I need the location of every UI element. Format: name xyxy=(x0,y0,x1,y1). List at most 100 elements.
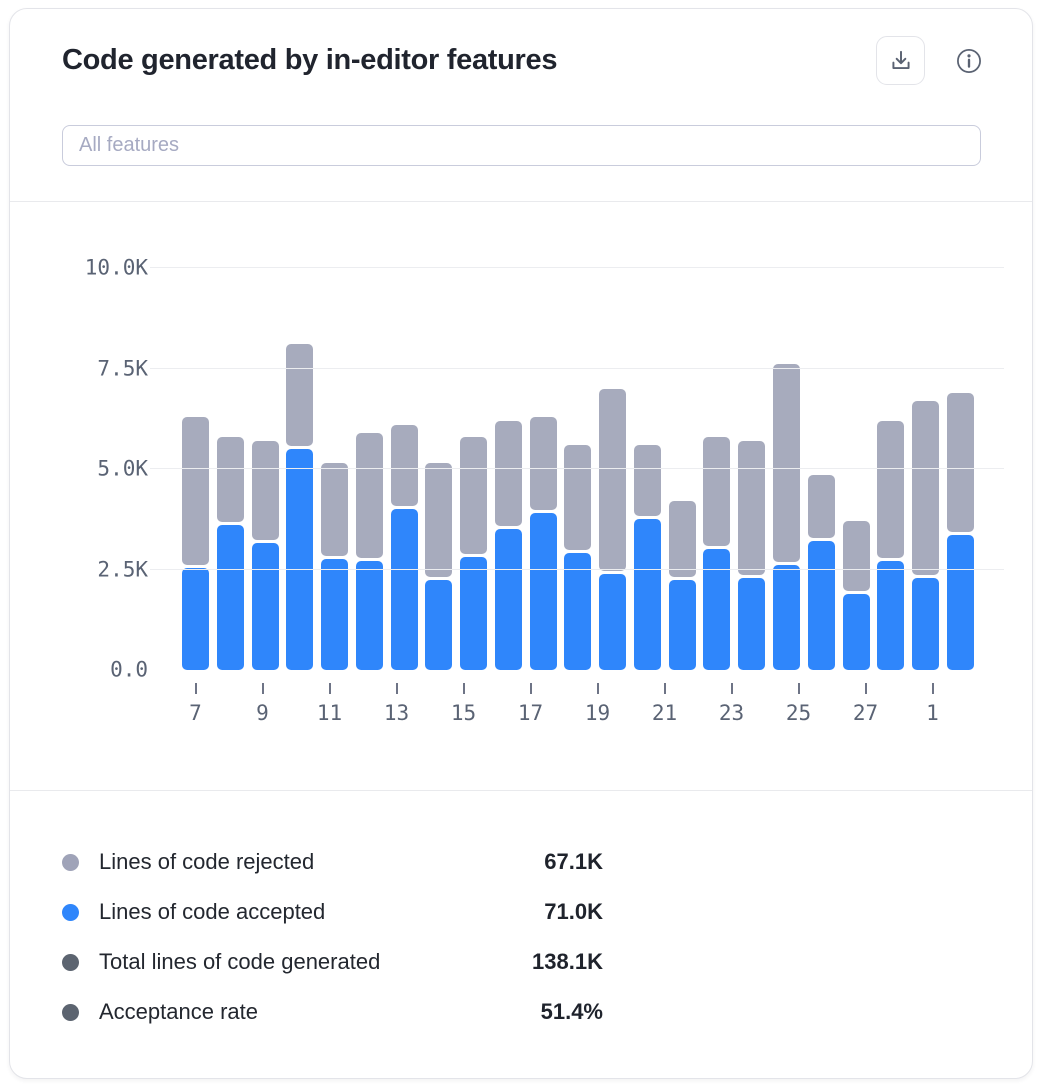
accepted-segment xyxy=(668,579,696,670)
x-tick-label: 15 xyxy=(450,701,477,725)
rejected-segment xyxy=(773,364,801,563)
legend-label: Lines of code accepted xyxy=(99,899,326,924)
bar-day-19[interactable] xyxy=(599,268,627,670)
bar-day-15[interactable] xyxy=(460,268,488,670)
x-slot-20 xyxy=(618,683,645,725)
rejected-segment xyxy=(529,416,557,511)
bar-day-9[interactable] xyxy=(251,268,279,670)
accepted-segment xyxy=(355,561,383,670)
x-slot-24 xyxy=(752,683,779,725)
plot-area xyxy=(150,267,1004,670)
x-tick-label: 21 xyxy=(651,701,678,725)
accepted-segment xyxy=(599,573,627,670)
x-tick xyxy=(730,683,733,694)
accepted-segment xyxy=(216,525,244,670)
bar-day-21[interactable] xyxy=(668,268,696,670)
bar-day-11[interactable] xyxy=(321,268,349,670)
bar-day-10[interactable] xyxy=(286,268,314,670)
accepted-segment xyxy=(703,549,731,670)
y-tick-label: 10.0K xyxy=(84,255,148,280)
y-tick-label: 5.0K xyxy=(97,456,148,481)
bar-day-28[interactable] xyxy=(912,268,940,670)
gridline-10.0K xyxy=(150,267,1004,268)
bar-day-1[interactable] xyxy=(946,268,974,670)
legend-item-acceptance_rate: Acceptance rate 51.4% xyxy=(62,987,603,1037)
bar-day-17[interactable] xyxy=(529,268,557,670)
legend-dot-accepted xyxy=(62,903,79,921)
bar-day-27[interactable] xyxy=(877,268,905,670)
bar-day-23[interactable] xyxy=(738,268,766,670)
bar-day-18[interactable] xyxy=(564,268,592,670)
bar-day-13[interactable] xyxy=(390,268,418,670)
x-slot-14 xyxy=(417,683,444,725)
x-tick xyxy=(931,683,934,694)
x-tick-label: 25 xyxy=(785,701,812,725)
x-slot-10 xyxy=(283,683,310,725)
rejected-segment xyxy=(564,444,592,551)
bar-chart: 0.0 2.5K 5.0K 7.5K 10.0K 7 9 11 13 15 17 19 21 23 25 2… xyxy=(10,202,1032,790)
x-tick-label: 9 xyxy=(256,701,269,725)
bar-day-14[interactable] xyxy=(425,268,453,670)
rejected-segment xyxy=(425,462,453,577)
info-icon xyxy=(957,48,981,73)
plot-row: 0.0 2.5K 5.0K 7.5K 10.0K xyxy=(10,257,1004,680)
bar-day-12[interactable] xyxy=(355,268,383,670)
rejected-segment xyxy=(738,440,766,575)
legend: Lines of code rejected 67.1K Lines of code… xyxy=(10,791,1032,1037)
bar-day-16[interactable] xyxy=(494,268,522,670)
bar-day-22[interactable] xyxy=(703,268,731,670)
bar-day-25[interactable] xyxy=(807,268,835,670)
accepted-segment xyxy=(877,561,905,670)
info-button[interactable] xyxy=(955,47,983,75)
divider-bottom xyxy=(10,790,1032,791)
x-slot-28 xyxy=(886,683,913,725)
bar-day-24[interactable] xyxy=(773,268,801,670)
y-tick-label: 0.0 xyxy=(110,657,148,682)
x-tick xyxy=(596,683,599,694)
rejected-segment xyxy=(668,501,696,577)
rejected-segment xyxy=(807,475,835,539)
bar-day-7[interactable] xyxy=(182,268,209,670)
x-slot-11: 11 xyxy=(316,683,343,725)
x-slot-21: 21 xyxy=(651,683,678,725)
x-slot-1: 1 xyxy=(919,683,946,725)
rejected-segment xyxy=(599,388,627,571)
accepted-segment xyxy=(564,553,592,670)
x-slot-7: 7 xyxy=(182,683,209,725)
accepted-segment xyxy=(912,577,940,670)
download-button[interactable] xyxy=(876,36,925,85)
y-tick-label: 2.5K xyxy=(97,557,148,581)
gridline-5.0K xyxy=(150,468,1004,469)
x-slot-9: 9 xyxy=(249,683,276,725)
accepted-segment xyxy=(251,543,279,670)
x-slot-8 xyxy=(216,683,243,725)
x-tick xyxy=(797,683,800,694)
x-tick xyxy=(529,683,532,694)
legend-label: Acceptance rate xyxy=(99,999,258,1024)
rejected-segment xyxy=(877,420,905,559)
rejected-segment xyxy=(355,432,383,559)
accepted-segment xyxy=(842,593,870,670)
rejected-segment xyxy=(912,400,940,575)
x-tick-label: 17 xyxy=(517,701,544,725)
bar-day-26[interactable] xyxy=(842,268,870,670)
rejected-segment xyxy=(286,344,314,446)
accepted-segment xyxy=(529,513,557,670)
x-tick-label: 19 xyxy=(584,701,611,725)
x-slot-27: 27 xyxy=(852,683,879,725)
bar-day-8[interactable] xyxy=(216,268,244,670)
chart-card: Code generated by in-editor features xyxy=(9,8,1033,1079)
x-tick xyxy=(663,683,666,694)
x-axis: 7 9 11 13 15 17 19 21 23 25 27 1 xyxy=(150,683,976,725)
features-filter-input[interactable] xyxy=(62,125,981,166)
x-slot-12 xyxy=(350,683,377,725)
x-slot-25: 25 xyxy=(785,683,812,725)
x-slot-13: 13 xyxy=(383,683,410,725)
rejected-segment xyxy=(494,420,522,527)
legend-item-accepted: Lines of code accepted 71.0K xyxy=(62,887,603,937)
card-header: Code generated by in-editor features xyxy=(10,9,1032,85)
bar-day-20[interactable] xyxy=(633,268,661,670)
x-tick-label: 11 xyxy=(316,701,343,725)
x-tick xyxy=(462,683,465,694)
bars-container xyxy=(150,268,1004,670)
